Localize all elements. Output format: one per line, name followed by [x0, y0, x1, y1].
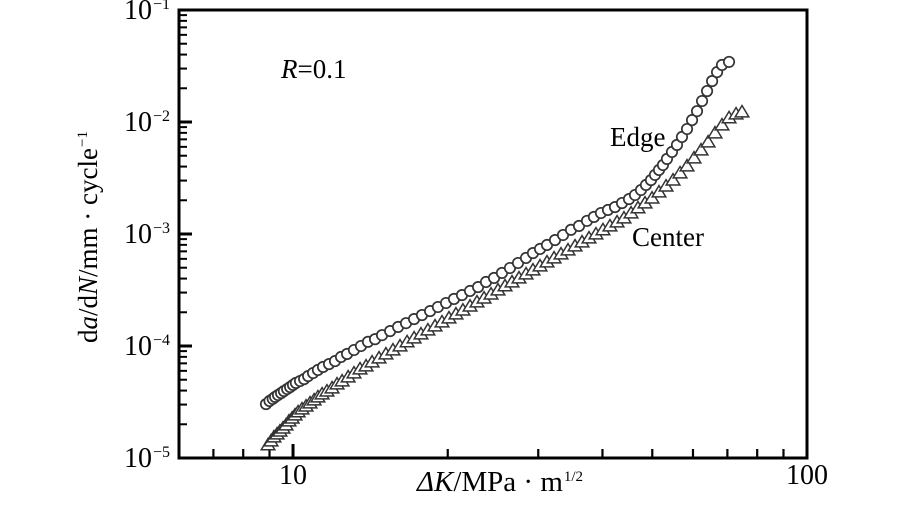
edge-data-point: [696, 94, 709, 108]
annotation-r-symbol: R: [281, 54, 298, 84]
annotation-r-ratio: R=0.1: [281, 54, 346, 85]
y-tick-label: 10−2: [123, 107, 170, 138]
y-tick-exponent: −2: [152, 108, 170, 125]
y-tick-exponent: −4: [152, 332, 170, 349]
center-data-point: [692, 142, 710, 156]
x-axis-title-unit: /MPa · m: [453, 466, 563, 498]
y-tick-label: 10−1: [96, 0, 170, 25]
plot-border: [177, 8, 809, 460]
edge-data-point: [690, 105, 704, 118]
edge-data-point: [701, 84, 714, 98]
center-data-point: [699, 134, 717, 148]
y-tick-exponent: −1: [152, 0, 170, 13]
y-axis-title-part-italic: a: [73, 315, 103, 330]
x-tick-label: 100: [786, 460, 828, 491]
center-data-point: [685, 150, 703, 164]
series-label-edge: Edge: [610, 122, 666, 152]
series-label-center: Center: [632, 222, 704, 252]
y-axis-title-part: /mm · cycle: [73, 148, 103, 277]
y-axis-title-part-italic: N: [73, 276, 103, 295]
y-axis-title-part: d: [73, 329, 103, 343]
center-data-point: [713, 117, 731, 131]
annotation-r-value: =0.1: [297, 54, 347, 84]
x-axis-title-exponent: 1/2: [563, 469, 584, 485]
center-data-point: [664, 172, 682, 186]
center-data-point: [733, 104, 751, 118]
center-data-point: [706, 125, 724, 139]
edge-data-point: [685, 114, 699, 127]
y-axis-title: da/dN/mm · cycle−1: [70, 29, 106, 445]
y-tick-label: 10−5: [123, 443, 170, 474]
edge-data-point: [722, 55, 736, 68]
y-tick-label: 10−3: [123, 219, 170, 250]
edge-data-point: [680, 122, 694, 136]
y-tick-exponent: −3: [152, 220, 170, 237]
center-data-point: [671, 165, 689, 179]
x-tick-label: 10: [279, 460, 308, 491]
center-data-point: [678, 158, 696, 172]
y-axis-title-part: /d: [73, 294, 103, 316]
y-tick-label: 10−4: [123, 331, 170, 362]
edge-data-point: [706, 75, 719, 88]
x-axis-title: ΔK/MPa · m1/2: [350, 466, 650, 499]
x-axis-title-symbol: ΔK: [416, 466, 454, 498]
y-axis-title-exponent: −1: [75, 131, 91, 147]
y-tick-exponent: −5: [152, 444, 170, 461]
